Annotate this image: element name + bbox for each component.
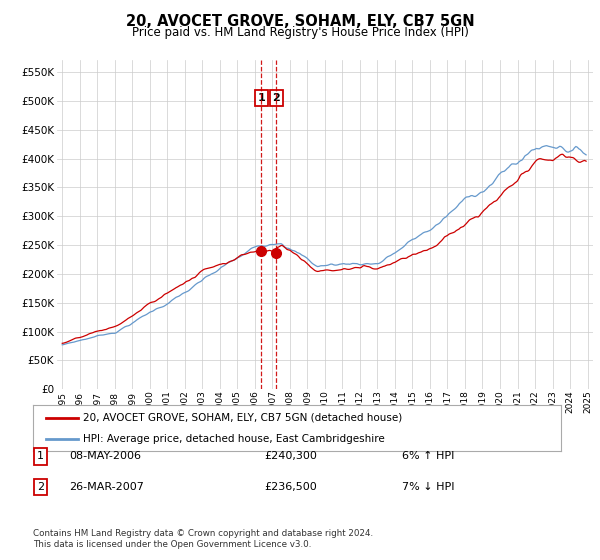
Text: 26-MAR-2007: 26-MAR-2007	[69, 482, 144, 492]
Text: 2: 2	[37, 482, 44, 492]
Text: 7% ↓ HPI: 7% ↓ HPI	[402, 482, 455, 492]
Text: 1: 1	[37, 451, 44, 461]
Text: 20, AVOCET GROVE, SOHAM, ELY, CB7 5GN (detached house): 20, AVOCET GROVE, SOHAM, ELY, CB7 5GN (d…	[83, 413, 403, 423]
Text: 2: 2	[272, 93, 280, 103]
Text: 1: 1	[257, 93, 265, 103]
Text: HPI: Average price, detached house, East Cambridgeshire: HPI: Average price, detached house, East…	[83, 435, 385, 444]
Text: Contains HM Land Registry data © Crown copyright and database right 2024.
This d: Contains HM Land Registry data © Crown c…	[33, 529, 373, 549]
Text: 08-MAY-2006: 08-MAY-2006	[69, 451, 141, 461]
Text: Price paid vs. HM Land Registry's House Price Index (HPI): Price paid vs. HM Land Registry's House …	[131, 26, 469, 39]
Text: 20, AVOCET GROVE, SOHAM, ELY, CB7 5GN: 20, AVOCET GROVE, SOHAM, ELY, CB7 5GN	[125, 14, 475, 29]
Text: £240,300: £240,300	[264, 451, 317, 461]
Text: 6% ↑ HPI: 6% ↑ HPI	[402, 451, 454, 461]
Text: £236,500: £236,500	[264, 482, 317, 492]
